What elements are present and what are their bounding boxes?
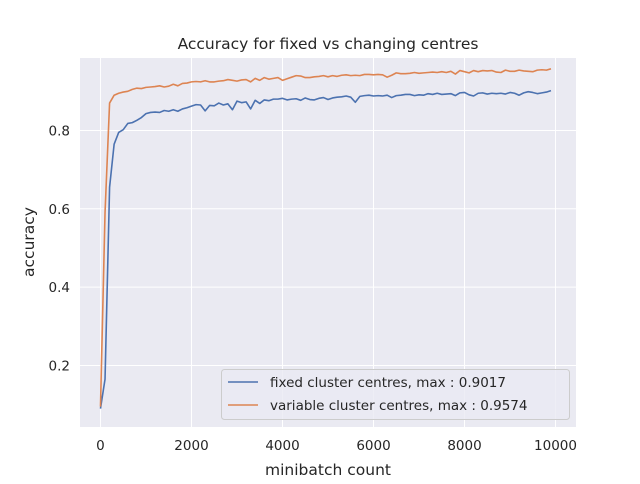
y-tick-label: 0.6 [49, 202, 70, 218]
series-line-variable [99, 68, 552, 407]
legend-box [221, 369, 570, 420]
x-axis-label: minibatch count [265, 461, 391, 479]
series-line-fixed [99, 89, 552, 409]
y-tick-label: 0.2 [49, 359, 70, 375]
y-tick-label: 0.4 [49, 280, 70, 296]
x-tick-label: 2000 [174, 438, 208, 454]
legend-label-fixed: fixed cluster centres, max : 0.9017 [270, 375, 506, 391]
series-lines [99, 68, 552, 409]
x-tick-label: 0 [96, 438, 105, 454]
x-tick-label: 6000 [356, 438, 390, 454]
x-tick-label: 4000 [265, 438, 299, 454]
x-tick-label: 8000 [447, 438, 481, 454]
legend: fixed cluster centres, max : 0.9017 vari… [221, 369, 570, 420]
x-tick-label: 10000 [534, 438, 577, 454]
tick-labels: 0 2000 4000 6000 8000 10000 0.2 0.4 0.6 0.8 [49, 123, 577, 454]
grid [80, 58, 576, 427]
legend-label-variable: variable cluster centres, max : 0.9574 [270, 398, 528, 414]
y-tick-label: 0.8 [49, 123, 70, 139]
y-axis-label: accuracy [20, 207, 38, 277]
chart-title: Accuracy for fixed vs changing centres [178, 35, 479, 53]
